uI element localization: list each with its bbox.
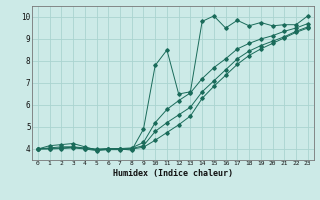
X-axis label: Humidex (Indice chaleur): Humidex (Indice chaleur) <box>113 169 233 178</box>
